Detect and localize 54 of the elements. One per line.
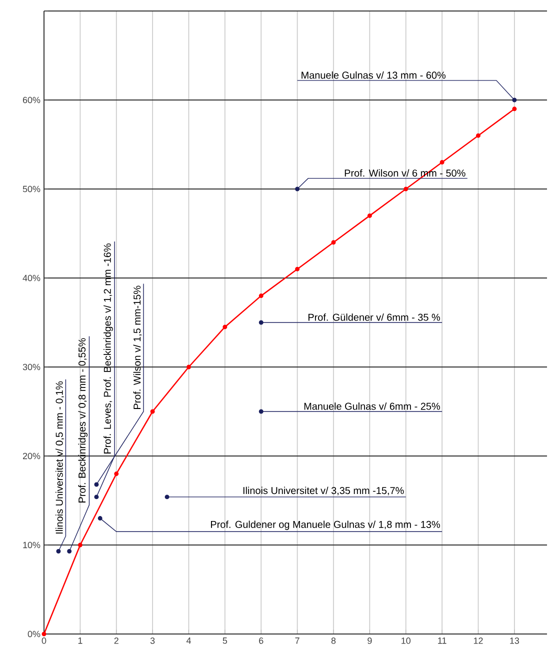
point [440,160,444,165]
x-tick-label: 13 [510,638,520,644]
point [512,106,517,112]
annotation: Prof. Wilson v/ 1,5 mm-15% [133,286,142,409]
annotation: Prof. Güldener v/ 6mm - 35 % [308,313,440,321]
x-tick-label: 11 [438,638,446,644]
x-tick-label: 4 [186,638,191,644]
x-tick-label: 3 [150,638,155,644]
y-tick-label: 10% [23,542,40,548]
y-tick-label: 40% [22,274,40,282]
point [295,186,300,192]
point [94,482,99,487]
point [258,320,264,325]
x-tick-label: 9 [368,638,372,644]
x-tick-label: 0 [42,638,46,644]
annotation: Prof. Leves, Prof. Beckinridges v/ 1,2 mm -16% [104,244,113,454]
x-tick-label: 1 [78,638,82,644]
point [258,294,264,298]
annotation: Ilinois Universitet v/ 0,5 mm - 0,1% [56,381,64,534]
point [164,494,170,500]
point [222,324,228,330]
y-tick-label: 0% [28,630,40,638]
y-tick-label: 30% [22,364,40,370]
point [295,266,300,272]
annotation: Prof. Guldener og Manuele Gulnas v/ 1,8 mm - 13% [211,520,440,530]
x-tick-label: 2 [114,638,118,644]
point [114,472,119,476]
point [56,548,61,554]
y-tick-label: 50% [22,186,40,192]
x-tick-label: 5 [222,638,228,644]
x-tick-label: 12 [474,638,483,644]
annotation: Manuele Gulnas v/ 13 mm - 60% [302,71,446,79]
point [42,632,46,636]
point [404,186,408,192]
point [258,409,264,414]
x-tick-label: 8 [331,638,336,644]
point [331,240,336,245]
point [512,98,517,102]
point [186,364,191,370]
annotation: Ilinois Universitet v/ 3,35 mm -15,7% [243,486,404,496]
annotation: Prof. Beckinridges v/ 0,8 mm - 0,55% [78,338,88,502]
x-tick-label: 7 [295,638,300,644]
point [94,494,99,500]
point [67,548,72,554]
x-tick-label: 6 [259,638,264,644]
point [367,213,372,218]
x-tick-label: 10 [402,638,411,644]
y-tick-label: 20% [22,452,40,460]
point [476,133,480,138]
annotation: Manuele Gulnas v/ 6mm - 25% [304,402,440,410]
point [98,516,102,521]
y-tick-label: 60% [22,96,40,104]
point [150,409,155,414]
point [78,542,82,548]
